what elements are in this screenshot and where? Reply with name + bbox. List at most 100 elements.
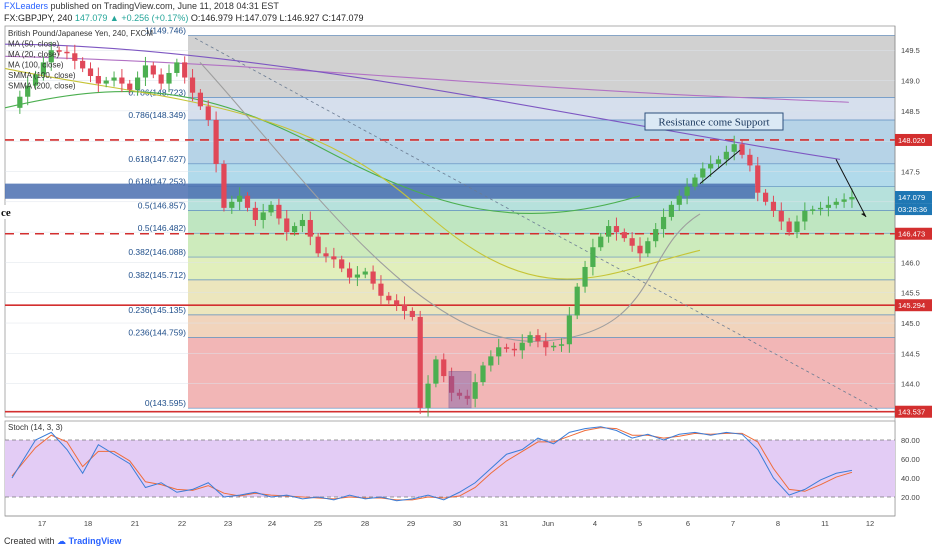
moving-average-line: [4, 55, 849, 103]
candle-body: [480, 365, 486, 383]
published-text: published on TradingView.com, June 11, 2…: [50, 1, 279, 11]
price-tick-label: 144.5: [901, 349, 920, 358]
price-label-tag: [895, 133, 932, 146]
candle-body: [503, 347, 510, 349]
candle-body: [770, 201, 777, 211]
candle-body: [394, 300, 400, 305]
fib-level-label: 0.5(146.857): [138, 200, 186, 210]
oscillator-tick-label: 60.00: [901, 455, 920, 464]
candle-body: [260, 212, 266, 220]
candle-body: [331, 256, 337, 260]
moving-average-line: [199, 62, 701, 342]
stoch-k-line: [11, 426, 853, 502]
oscillator-tick-label: 40.00: [901, 474, 920, 483]
candle-body: [315, 236, 321, 254]
annotation-box: [644, 112, 784, 131]
candle-body: [197, 92, 203, 107]
date-tick-label: 18: [84, 519, 92, 528]
support-band: [5, 183, 755, 199]
fib-level-label: 0.618(147.253): [128, 176, 186, 186]
date-tick-label: 4: [593, 519, 597, 528]
oscillator-title: Stoch (14, 3, 3): [8, 423, 63, 432]
candle-body: [755, 165, 761, 193]
down-arrow-line: [835, 159, 867, 218]
publisher-name[interactable]: FXLeaders: [4, 1, 49, 11]
fib-zone: [188, 120, 895, 164]
candle-body: [95, 76, 101, 84]
candle-body: [598, 236, 604, 248]
candle-body: [182, 62, 188, 78]
candle-body: [590, 247, 596, 267]
candle-body: [150, 65, 156, 75]
tradingview-brand[interactable]: TradingView: [68, 536, 122, 546]
date-tick-label: 23: [224, 519, 232, 528]
candle-body: [645, 241, 651, 254]
date-tick-label: 31: [500, 519, 508, 528]
candle-body: [64, 51, 70, 54]
candle-body: [268, 204, 274, 213]
fib-level-label: 0.786(148.349): [128, 110, 186, 120]
price-label-tag: [895, 227, 932, 240]
fib-level-label: 0.382(146.088): [128, 247, 186, 257]
candle-body: [370, 271, 376, 284]
candle-body: [32, 74, 39, 86]
fib-level-label: 0.382(145.712): [128, 270, 186, 280]
fib-level-label: 0.786(148.723): [128, 87, 186, 97]
candle-body: [72, 53, 78, 61]
date-tick-label: Jun: [542, 519, 554, 528]
candle-body: [299, 219, 306, 227]
candle-body: [794, 221, 800, 233]
price-label-tag: [895, 191, 932, 204]
date-tick-label: 17: [38, 519, 46, 528]
fib-zone: [188, 35, 895, 98]
candle-body: [40, 62, 46, 75]
moving-average-line: [4, 43, 841, 160]
candle-body: [119, 77, 125, 84]
price-tick-label: 145.0: [901, 319, 920, 328]
candle-body: [582, 266, 588, 287]
candle-body: [621, 232, 627, 239]
fib-zone: [188, 314, 895, 338]
candle-body: [237, 195, 243, 202]
symbol-line: FX:GBPJPY, 240 147.079 ▲ +0.256 (+0.17%)…: [4, 13, 364, 23]
footer: Created with ☁ TradingView: [4, 536, 121, 547]
fib-zone: [188, 210, 895, 234]
price-label-text: 143.537: [898, 408, 925, 417]
price-tick-label: 146.0: [901, 258, 920, 267]
legend-item: MA (100, close): [8, 61, 64, 70]
candle-body: [660, 216, 667, 230]
candle-body: [433, 359, 439, 384]
oscillator-band: [5, 440, 895, 497]
candle-body: [496, 347, 502, 357]
candle-body: [205, 106, 211, 120]
moving-average-line: [4, 67, 701, 280]
candle-body: [543, 341, 549, 348]
candle-body: [354, 274, 360, 278]
candle-body: [566, 315, 572, 345]
candle-body: [17, 96, 23, 108]
candle-body: [519, 342, 525, 351]
candle-body: [817, 207, 824, 210]
fib-level-label: 0.236(145.135): [128, 305, 186, 315]
price-label-text: 146.473: [898, 230, 925, 239]
fib-zone: [188, 279, 895, 315]
candle-body: [323, 253, 329, 257]
oscillator-tick-label: 20.00: [901, 493, 920, 502]
candle-body: [25, 85, 31, 97]
candle-body: [401, 304, 408, 311]
date-tick-label: 25: [314, 519, 322, 528]
candle-body: [464, 395, 470, 399]
price-label-tag: [895, 405, 932, 418]
candle-body: [103, 80, 109, 84]
price-tick-label: 145.5: [901, 289, 920, 298]
candle-body: [409, 310, 415, 317]
legend-item: British Pound/Japanese Yen, 240, FXCM: [8, 29, 153, 38]
fib-level-label: 0.5(146.482): [138, 223, 186, 233]
candle-body: [700, 168, 706, 178]
date-tick-label: 5: [638, 519, 642, 528]
candle-body: [841, 199, 847, 202]
candle-body: [825, 204, 831, 208]
candle-body: [715, 159, 722, 164]
candle-body: [339, 259, 345, 269]
fib-zone: [188, 233, 895, 258]
